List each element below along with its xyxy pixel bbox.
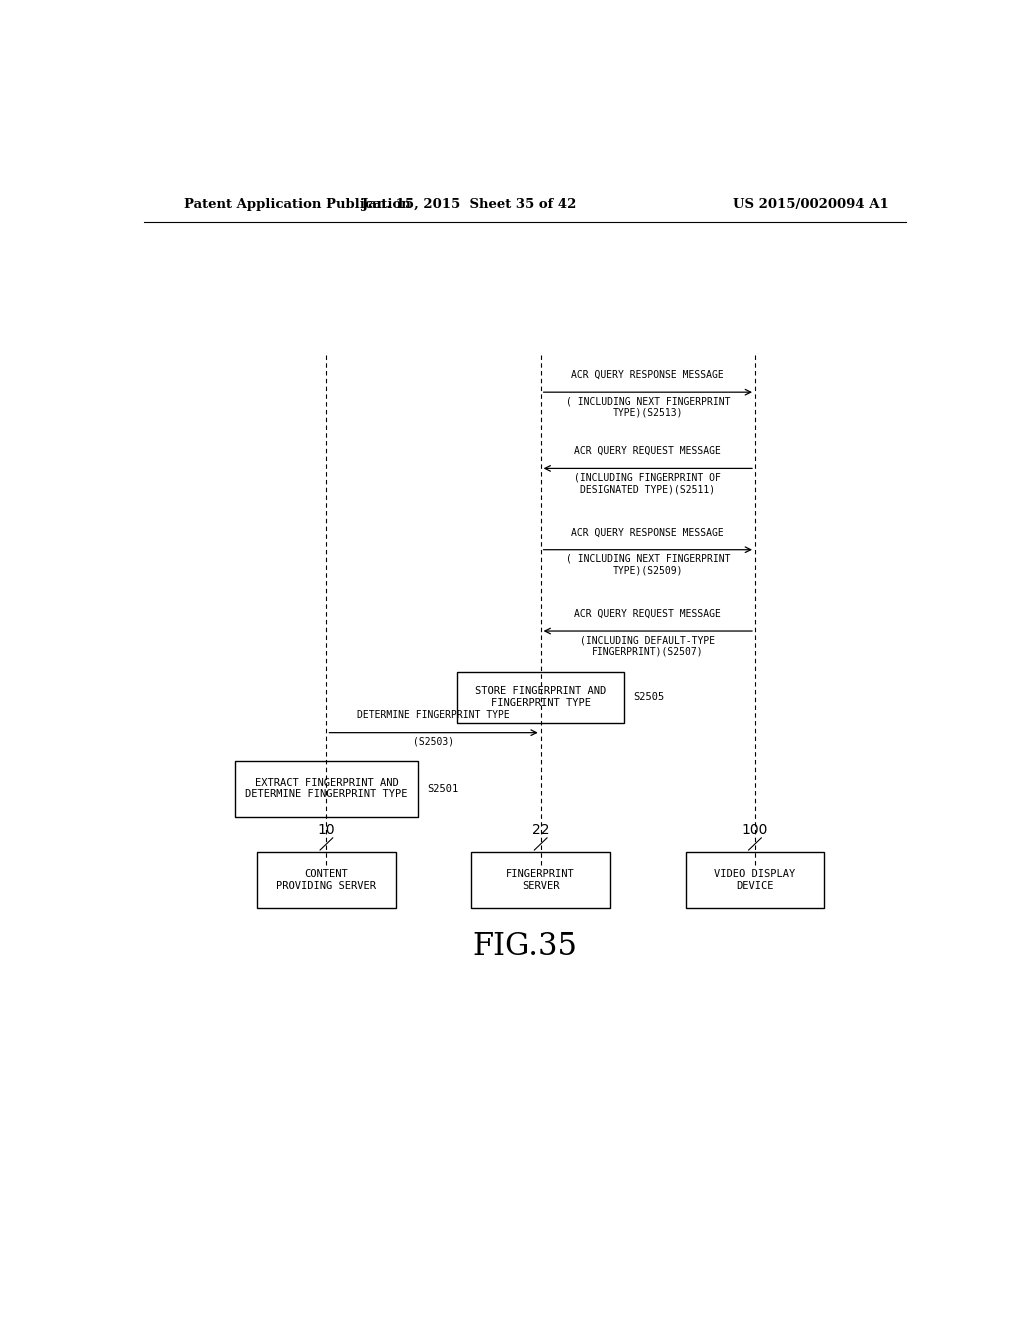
Text: DETERMINE FINGERPRINT TYPE: DETERMINE FINGERPRINT TYPE [357, 710, 510, 721]
Bar [685, 853, 824, 908]
Text: (INCLUDING DEFAULT-TYPE
FINGERPRINT)(S2507): (INCLUDING DEFAULT-TYPE FINGERPRINT)(S25… [581, 635, 716, 656]
Text: ACR QUERY RESPONSE MESSAGE: ACR QUERY RESPONSE MESSAGE [571, 528, 724, 537]
Text: EXTRACT FINGERPRINT AND
DETERMINE FINGERPRINT TYPE: EXTRACT FINGERPRINT AND DETERMINE FINGER… [245, 777, 408, 800]
Bar [236, 760, 418, 817]
Text: CONTENT
PROVIDING SERVER: CONTENT PROVIDING SERVER [276, 870, 377, 891]
Text: ACR QUERY REQUEST MESSAGE: ACR QUERY REQUEST MESSAGE [574, 609, 721, 619]
Bar [471, 853, 610, 908]
Text: 100: 100 [741, 822, 768, 837]
Text: Jan. 15, 2015  Sheet 35 of 42: Jan. 15, 2015 Sheet 35 of 42 [362, 198, 577, 211]
Text: FIG.35: FIG.35 [472, 931, 578, 961]
Bar [257, 853, 396, 908]
Text: S2505: S2505 [634, 692, 665, 702]
Text: Patent Application Publication: Patent Application Publication [183, 198, 411, 211]
Text: ACR QUERY RESPONSE MESSAGE: ACR QUERY RESPONSE MESSAGE [571, 370, 724, 380]
Bar [458, 672, 624, 722]
Text: S2501: S2501 [427, 784, 459, 793]
Text: (S2503): (S2503) [413, 737, 454, 747]
Text: VIDEO DISPLAY
DEVICE: VIDEO DISPLAY DEVICE [715, 870, 796, 891]
Text: US 2015/0020094 A1: US 2015/0020094 A1 [732, 198, 889, 211]
Text: ACR QUERY REQUEST MESSAGE: ACR QUERY REQUEST MESSAGE [574, 446, 721, 457]
Text: ( INCLUDING NEXT FINGERPRINT
TYPE)(S2513): ( INCLUDING NEXT FINGERPRINT TYPE)(S2513… [565, 396, 730, 418]
Text: 22: 22 [531, 822, 550, 837]
Text: ( INCLUDING NEXT FINGERPRINT
TYPE)(S2509): ( INCLUDING NEXT FINGERPRINT TYPE)(S2509… [565, 554, 730, 576]
Text: 10: 10 [317, 822, 335, 837]
Text: FINGERPRINT
SERVER: FINGERPRINT SERVER [506, 870, 575, 891]
Text: STORE FINGERPRINT AND
FINGERPRINT TYPE: STORE FINGERPRINT AND FINGERPRINT TYPE [475, 686, 606, 708]
Text: (INCLUDING FINGERPRINT OF
DESIGNATED TYPE)(S2511): (INCLUDING FINGERPRINT OF DESIGNATED TYP… [574, 473, 721, 494]
